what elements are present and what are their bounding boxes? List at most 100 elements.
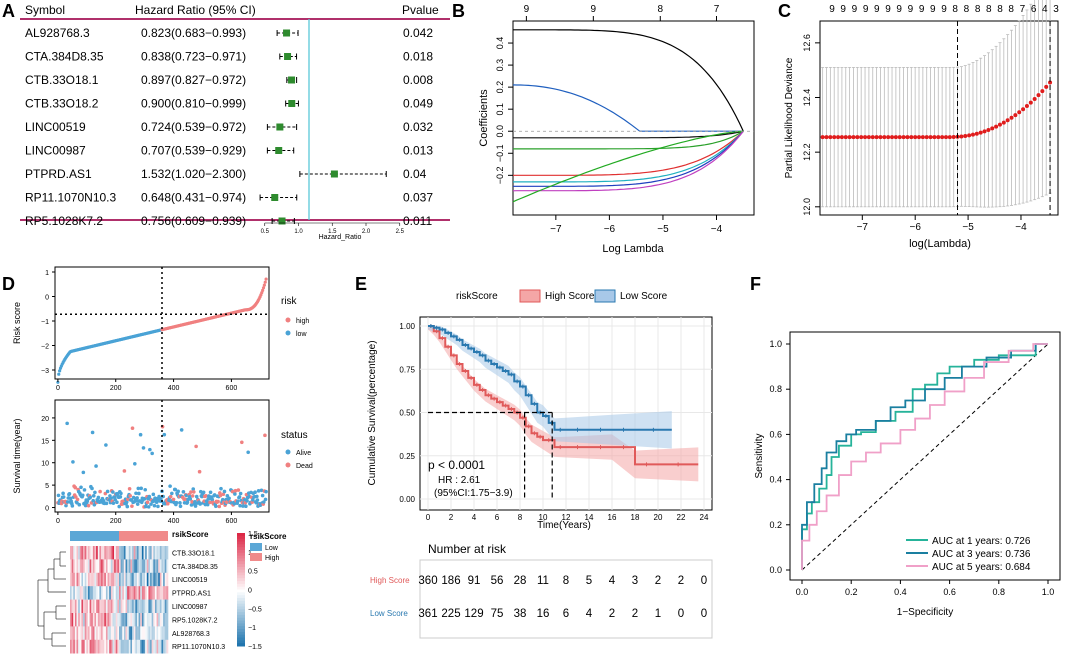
risk-point [261, 288, 265, 292]
colorbar-segment [237, 552, 245, 557]
survival-point [122, 469, 127, 473]
risk-count: 1 [655, 608, 661, 620]
survival-point [145, 500, 150, 505]
heatmap-cell [83, 613, 85, 627]
b-ytick-label: 0.1 [495, 103, 505, 116]
heatmap-cell [133, 572, 136, 587]
survival-point [79, 485, 83, 490]
deviance-point [1048, 80, 1053, 85]
heatmap-cell [136, 546, 139, 560]
deviance-point [997, 122, 1002, 127]
colorbar-segment [237, 561, 245, 565]
deviance-point [913, 135, 918, 140]
colorbar-segment [237, 617, 245, 622]
survival-point [109, 496, 113, 501]
heatmap-cell [71, 626, 74, 641]
d1-ytick-label: 1 [45, 270, 49, 277]
survival-point [259, 488, 264, 493]
risk-count: 11 [537, 575, 549, 587]
heatmap-cell [89, 599, 92, 614]
heatmap-cell [145, 572, 148, 587]
heatmap-cell [76, 626, 79, 641]
heatmap-cell [146, 626, 149, 641]
heatmap-cell [70, 626, 72, 641]
heatmap-cell [110, 639, 113, 654]
heatmap-cell [86, 546, 89, 560]
e-xtick-label: 24 [700, 513, 709, 522]
c-xlabel: log(Lambda) [909, 238, 971, 250]
heatmap-cell [120, 559, 123, 574]
e-ytick-label: 1.00 [399, 322, 415, 331]
heatmap-cell [148, 586, 151, 600]
heatmap-cell [163, 639, 166, 654]
colorbar-label: 0 [248, 588, 252, 595]
heatmap-cell [161, 572, 164, 587]
heatmap-cell [78, 639, 81, 654]
heatmap-cell [112, 572, 115, 587]
heatmap-cell [91, 546, 94, 560]
deviance-point [882, 135, 887, 140]
heatmap-cell [117, 613, 120, 627]
heatmap-cell [148, 599, 151, 614]
heatmap-cell [166, 586, 169, 600]
survival-point [61, 491, 65, 496]
heatmap-cell [114, 613, 117, 627]
heatmap-cell [151, 613, 154, 627]
survival-point [105, 489, 110, 494]
deviance-point [928, 135, 933, 140]
heatmap-cell [76, 572, 79, 587]
heatmap-cell [79, 572, 82, 587]
d2-xtick-label: 0 [56, 518, 60, 525]
colorbar-segment [237, 535, 245, 540]
heatmap-cell [120, 626, 123, 641]
legend-dead-label: Dead [296, 463, 313, 470]
group-swatch-high [250, 553, 262, 561]
heatmap-cell [141, 626, 144, 641]
heatmap-cell [87, 639, 90, 654]
survival-point [67, 491, 72, 496]
heatmap-cell [84, 639, 87, 654]
risk-count: 5 [586, 575, 592, 587]
c-top-label: 8 [997, 4, 1003, 15]
heatmap-cell [94, 572, 97, 587]
heatmap-cell [97, 626, 100, 641]
colorbar-segment [237, 634, 245, 639]
deviance-point [847, 135, 852, 140]
heatmap-cell [86, 586, 89, 600]
forest-axis: 0.5 1.0 1.5 2.0 2.5 [261, 222, 405, 235]
heatmap-cell [89, 639, 92, 654]
forest-tick-label: 0.5 [261, 229, 270, 235]
heatmap-cell [132, 639, 134, 654]
heatmap-cell [92, 613, 95, 627]
heatmap-cell [156, 599, 159, 614]
heatmap-cell [135, 546, 138, 560]
deviance-point [963, 133, 968, 138]
heatmap-cell [141, 546, 144, 560]
heatmap-gene-label: RP5.1028K7.2 [172, 617, 218, 624]
deviance-point [855, 135, 860, 140]
risk-point [56, 380, 60, 384]
survival-point [70, 504, 75, 508]
heatmap-cell [141, 613, 144, 627]
survival-point [81, 470, 86, 475]
heatmap-cell [161, 559, 164, 574]
heatmap-cell [146, 599, 149, 614]
heatmap-cell [150, 639, 152, 654]
risk-count: 0 [701, 575, 707, 587]
heatmap-cell [145, 586, 148, 600]
c-top-label: 8 [952, 4, 958, 15]
heatmap-cell [135, 599, 138, 614]
survival-point [118, 495, 123, 499]
heatmap-cell [130, 613, 133, 627]
heatmap-cell [107, 546, 110, 560]
heatmap-cell [74, 586, 77, 600]
heatmap-cell [164, 599, 167, 614]
heatmap-cell [123, 613, 126, 627]
survival-point [244, 504, 248, 509]
heatmap-cell [158, 559, 161, 574]
c-top-label: 9 [863, 4, 869, 15]
heatmap-cell [141, 599, 144, 614]
heatmap-cell [84, 613, 87, 627]
e-legend-high: High Score [545, 291, 595, 302]
heatmap-cell [87, 599, 90, 614]
